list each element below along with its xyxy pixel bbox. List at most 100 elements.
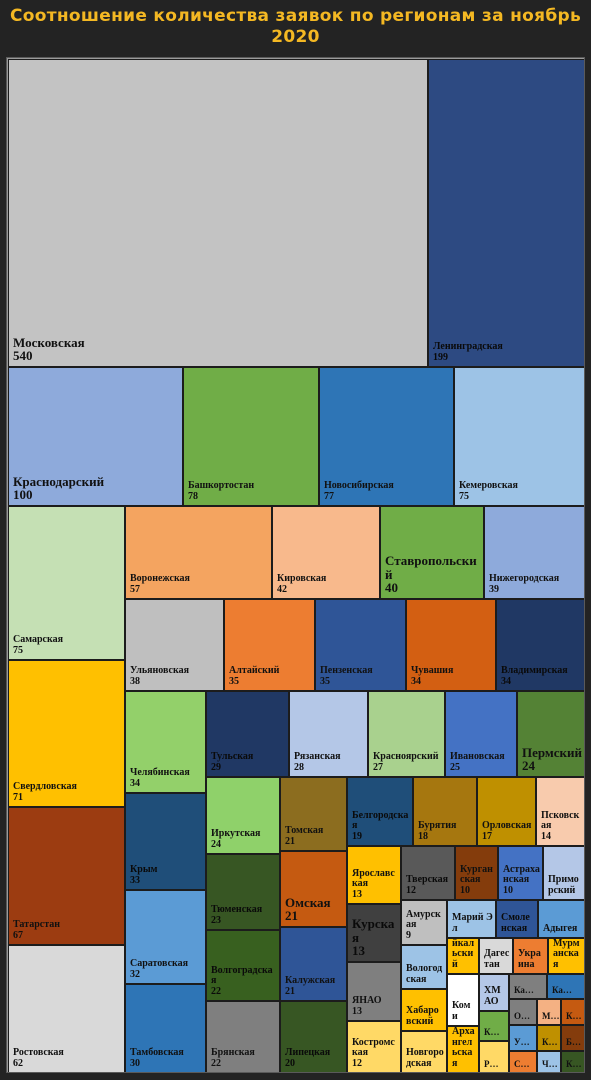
tile: Пермский 24 <box>517 691 584 777</box>
region-value: 62 <box>13 1057 23 1069</box>
tile: Украина <box>513 938 548 974</box>
region-name: Вологодская <box>406 963 443 985</box>
tile-label: Новгородская <box>406 1047 444 1069</box>
tile-label: Рязанская 28 <box>294 751 365 773</box>
tile: Коми <box>447 974 479 1026</box>
region-name: ХМАО <box>484 985 501 1007</box>
tile: Дагестан <box>479 938 513 974</box>
region-value: 75 <box>13 644 23 656</box>
region-name: Иркутская <box>211 828 261 839</box>
region-name: Забайкальский <box>452 938 475 970</box>
tile-label: О… <box>514 1011 534 1021</box>
tile-label: Ка… <box>552 985 582 995</box>
region-name: Ка… <box>514 984 534 995</box>
region-name: Мурманская <box>553 938 580 970</box>
tile: Б… <box>561 1025 584 1051</box>
tile-label: Тамбовская 30 <box>130 1047 203 1069</box>
tile: Ростовская 62 <box>8 945 125 1072</box>
tile-label: Ставропольский 40 <box>385 554 481 595</box>
chart-title: Соотношение количества заявок по региона… <box>9 6 582 47</box>
region-name: У… <box>514 1036 530 1047</box>
region-value: 24 <box>522 758 535 774</box>
tile-label: С… <box>514 1059 534 1069</box>
region-name: Ленинградская <box>433 341 503 352</box>
tile: Белгородская 19 <box>347 777 413 846</box>
tile-label: У… <box>514 1036 534 1047</box>
region-name: Калужская <box>285 975 336 986</box>
tile: У… <box>509 1025 537 1051</box>
region-value: 33 <box>130 874 140 886</box>
tile-label: Орловская 17 <box>482 820 533 842</box>
tile: Пензенская 35 <box>315 599 406 691</box>
region-value: 32 <box>130 968 140 980</box>
region-name: Липецкая <box>285 1047 331 1058</box>
tile-label: Крым 33 <box>130 864 203 886</box>
tile: Адыгея <box>538 900 584 938</box>
region-value: 22 <box>211 985 221 997</box>
tile: Курская 13 <box>347 904 401 962</box>
region-name: Приморский <box>548 874 579 896</box>
treemap: Московская 540 Ленинградская 199 Краснодарск… <box>6 57 585 1073</box>
tile: Новгородская <box>401 1031 447 1072</box>
tile: Рязанская 28 <box>289 691 368 777</box>
region-value: 13 <box>352 943 365 959</box>
region-value: 34 <box>501 675 511 687</box>
region-value: 19 <box>352 830 362 842</box>
tile-label: Томская 21 <box>285 825 344 847</box>
tile-label: Тульская 29 <box>211 751 286 773</box>
region-name: Татарстан <box>13 919 60 930</box>
tile-label: Пермский 24 <box>522 746 582 773</box>
region-value: 23 <box>211 914 221 926</box>
region-value: 30 <box>130 1057 140 1069</box>
region-name: Воронежская <box>130 573 190 584</box>
region-name: Амурская <box>406 908 441 930</box>
tile-label: Алтайский 35 <box>229 665 312 687</box>
tile: Саратовская 32 <box>125 890 206 984</box>
tile-label: Ульяновская 38 <box>130 665 221 687</box>
tile-label: Кировская 42 <box>277 573 377 595</box>
region-name: Новосибирская <box>324 480 394 491</box>
tile: С… <box>509 1051 537 1072</box>
region-value: 25 <box>450 761 460 773</box>
region-value: 29 <box>211 761 221 773</box>
region-value: 199 <box>433 351 448 363</box>
tile-label: Тверская 12 <box>406 874 452 896</box>
tile-label: Коми <box>452 1000 476 1022</box>
region-name: Кемеровская <box>459 480 518 491</box>
tile-label: Ярославская 13 <box>352 868 398 901</box>
tile-label: Ка… <box>514 984 544 995</box>
tile-label: Калужская 21 <box>285 975 344 997</box>
region-value: 22 <box>211 1057 221 1069</box>
tile-label: Татарстан 67 <box>13 919 122 941</box>
region-value: 35 <box>320 675 330 687</box>
tile: Башкортостан 78 <box>183 367 319 506</box>
tile: Псковская 14 <box>536 777 584 846</box>
tile: Бурятия 18 <box>413 777 477 846</box>
tile: Тамбовская 30 <box>125 984 206 1072</box>
region-value: 40 <box>385 580 398 596</box>
region-name: Белгородская <box>352 809 409 831</box>
tile-label: Липецкая 20 <box>285 1047 344 1069</box>
tile: Тюменская 23 <box>206 854 280 930</box>
region-name: Саратовская <box>130 958 189 969</box>
tile-label: Бурятия 18 <box>418 820 474 842</box>
tile-label: Ростовская 62 <box>13 1047 122 1069</box>
tile-label: Новосибирская 77 <box>324 480 451 502</box>
tile-label: ЯНАО 13 <box>352 995 398 1017</box>
region-value: 10 <box>503 884 513 896</box>
tile: Алтайский 35 <box>224 599 315 691</box>
tile: Астраханская 10 <box>498 846 543 900</box>
tile-label: Архангельская <box>452 1027 476 1069</box>
region-value: 21 <box>285 835 295 847</box>
region-value: 17 <box>482 830 492 842</box>
region-name: Башкортостан <box>188 480 255 491</box>
tile: Орловская 17 <box>477 777 536 846</box>
region-name: К… <box>542 1036 558 1047</box>
region-value: 24 <box>211 838 221 850</box>
tile-label: Приморский <box>548 874 582 896</box>
region-name: Алтайский <box>229 665 280 676</box>
tile: Вологодская <box>401 945 447 989</box>
tile-label: Ленинградская 199 <box>433 341 582 363</box>
tile-label: Б… <box>566 1037 582 1047</box>
region-value: 14 <box>541 830 551 842</box>
